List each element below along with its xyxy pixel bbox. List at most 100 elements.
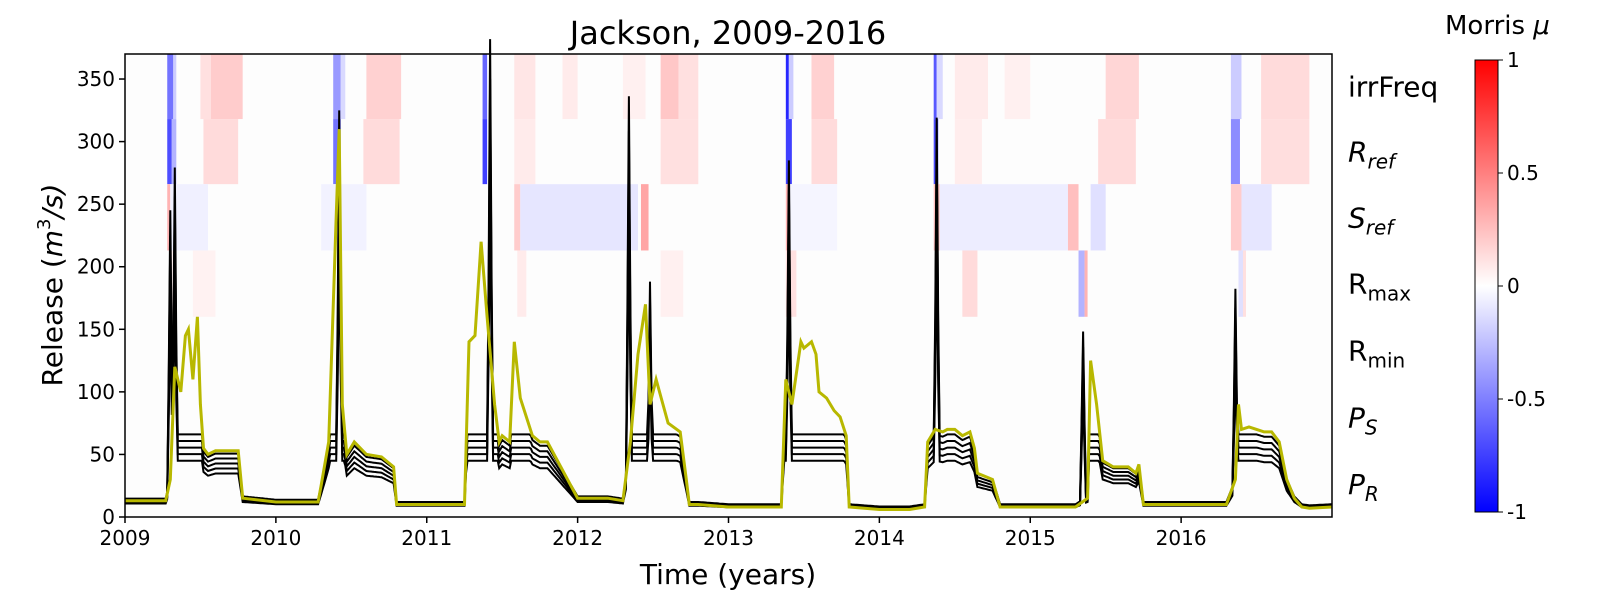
heatmap-cell <box>363 119 400 185</box>
x-tick-label: 2011 <box>401 526 452 550</box>
heatmap-cell <box>1084 250 1088 317</box>
colorbar-title-text: Morris <box>1445 11 1525 41</box>
colorbar-tick-label: 1 <box>1507 48 1520 72</box>
heatmap-cell <box>933 54 937 120</box>
heatmap-cell <box>173 54 177 120</box>
heatmap-cell <box>1238 250 1243 317</box>
y-tick-label: 0 <box>102 505 115 529</box>
heatmap-cell <box>514 184 521 251</box>
colorbar-tick-label: -1 <box>1507 500 1527 524</box>
x-tick-label: 2009 <box>100 526 151 550</box>
parameter-label: irrFreq <box>1348 71 1438 104</box>
colorbar-tick-label: 0.5 <box>1507 161 1539 185</box>
y-tick-label: 150 <box>77 317 115 341</box>
colorbar-tick-label: 0 <box>1507 274 1520 298</box>
heatmap-cell <box>1230 184 1242 251</box>
y-tick-label: 250 <box>77 192 115 216</box>
heatmap-background <box>125 54 1332 517</box>
heatmap-cell <box>366 54 402 120</box>
heatmap-cell <box>660 54 679 120</box>
heatmap-cell <box>200 54 211 120</box>
heatmap-cell <box>333 54 341 120</box>
y-tick-label: 350 <box>77 67 115 91</box>
heatmap-cell <box>678 54 699 120</box>
y-tick-label: 200 <box>77 255 115 279</box>
heatmap-cell <box>171 119 177 185</box>
x-tick-label: 2014 <box>854 526 905 550</box>
heatmap-cell <box>514 119 536 185</box>
parameter-label: Rref <box>1348 136 1398 174</box>
heatmap-cell <box>514 54 536 120</box>
y-tick-label: 100 <box>77 380 115 404</box>
heatmap-cell <box>482 54 488 120</box>
heatmap-cell <box>954 119 982 185</box>
y-tick-label: 50 <box>90 442 115 466</box>
parameter-labels: irrFreq Rref Sref Rmax Rmin PS PR <box>1348 71 1438 506</box>
colorbar: 1 0.5 0 -0.5 -1 <box>1474 48 1546 524</box>
parameter-label: PS <box>1348 402 1378 440</box>
observed-release-line <box>125 129 1333 511</box>
plot-axes: 0 50 100 150 200 250 300 350 2009 2010 2011 2012 201… <box>77 67 1207 550</box>
y-axis-label: Release (m3/s) <box>34 184 69 387</box>
heatmap-cell <box>1090 184 1106 251</box>
chart-title: Jackson, 2009-2016 <box>568 14 886 52</box>
colorbar-title: Morris μ <box>1445 11 1550 41</box>
heatmap-cell <box>811 54 835 120</box>
heatmap-cell <box>520 184 638 251</box>
x-tick-label: 2012 <box>552 526 603 550</box>
heatmap-cell <box>167 54 174 120</box>
heatmap-cell <box>321 184 367 251</box>
heatmap-cell <box>962 250 978 317</box>
colorbar-title-symbol: μ <box>1532 11 1550 41</box>
heatmap-cell <box>622 54 646 120</box>
heatmap-cell <box>203 119 239 185</box>
x-tick-label: 2016 <box>1156 526 1207 550</box>
heatmap-cell <box>210 54 243 120</box>
y-axis-label-exponent: 3 <box>34 218 55 229</box>
heatmap-cell <box>1105 54 1139 120</box>
y-axis-label-unit: m <box>36 230 69 257</box>
heatmap-cell <box>1241 184 1272 251</box>
heatmap-cell <box>1230 119 1240 185</box>
heatmap-cell <box>482 119 488 185</box>
plot-frame <box>124 53 1333 518</box>
heatmap-cell <box>1067 184 1079 251</box>
heatmap-cell <box>1261 119 1310 185</box>
heatmap-cell <box>1261 54 1310 120</box>
y-axis-label-prefix: Release ( <box>36 257 69 386</box>
heatmap-cell <box>1004 54 1031 120</box>
heatmap-cell <box>1230 54 1242 120</box>
x-tick-label: 2015 <box>1005 526 1056 550</box>
y-axis-label-suffix: /s) <box>36 184 69 222</box>
heatmap-cell <box>936 54 943 120</box>
heatmap-cell <box>167 184 171 251</box>
sensitivity-heatmap <box>125 54 1332 517</box>
heatmap-cell <box>170 184 208 251</box>
heatmap-cell <box>340 54 346 120</box>
heatmap-cell <box>785 250 797 317</box>
x-tick-label: 2010 <box>250 526 301 550</box>
y-tick-label: 300 <box>77 130 115 154</box>
heatmap-cell <box>517 250 527 317</box>
colorbar-tick-label: -0.5 <box>1507 387 1546 411</box>
x-axis-label: Time (years) <box>639 558 816 591</box>
heatmap-cell <box>562 54 578 120</box>
heatmap-cell <box>660 250 684 317</box>
heatmap-cell <box>939 184 1068 251</box>
parameter-label: Rmin <box>1348 335 1405 373</box>
heatmap-cell <box>660 119 699 185</box>
heatmap-cell <box>785 119 792 185</box>
heatmap-cell <box>788 184 838 251</box>
x-tick-label: 2013 <box>703 526 754 550</box>
heatmap-cell <box>785 54 789 120</box>
heatmap-cell <box>192 250 216 317</box>
parameter-label: PR <box>1348 468 1379 506</box>
heatmap-cell <box>811 119 838 185</box>
parameter-label: Sref <box>1348 201 1396 239</box>
colorbar-gradient <box>1474 59 1499 513</box>
heatmap-cell <box>1078 250 1085 317</box>
heatmap-cell <box>954 54 989 120</box>
observed-line <box>125 129 1333 511</box>
heatmap-cell <box>785 184 789 251</box>
